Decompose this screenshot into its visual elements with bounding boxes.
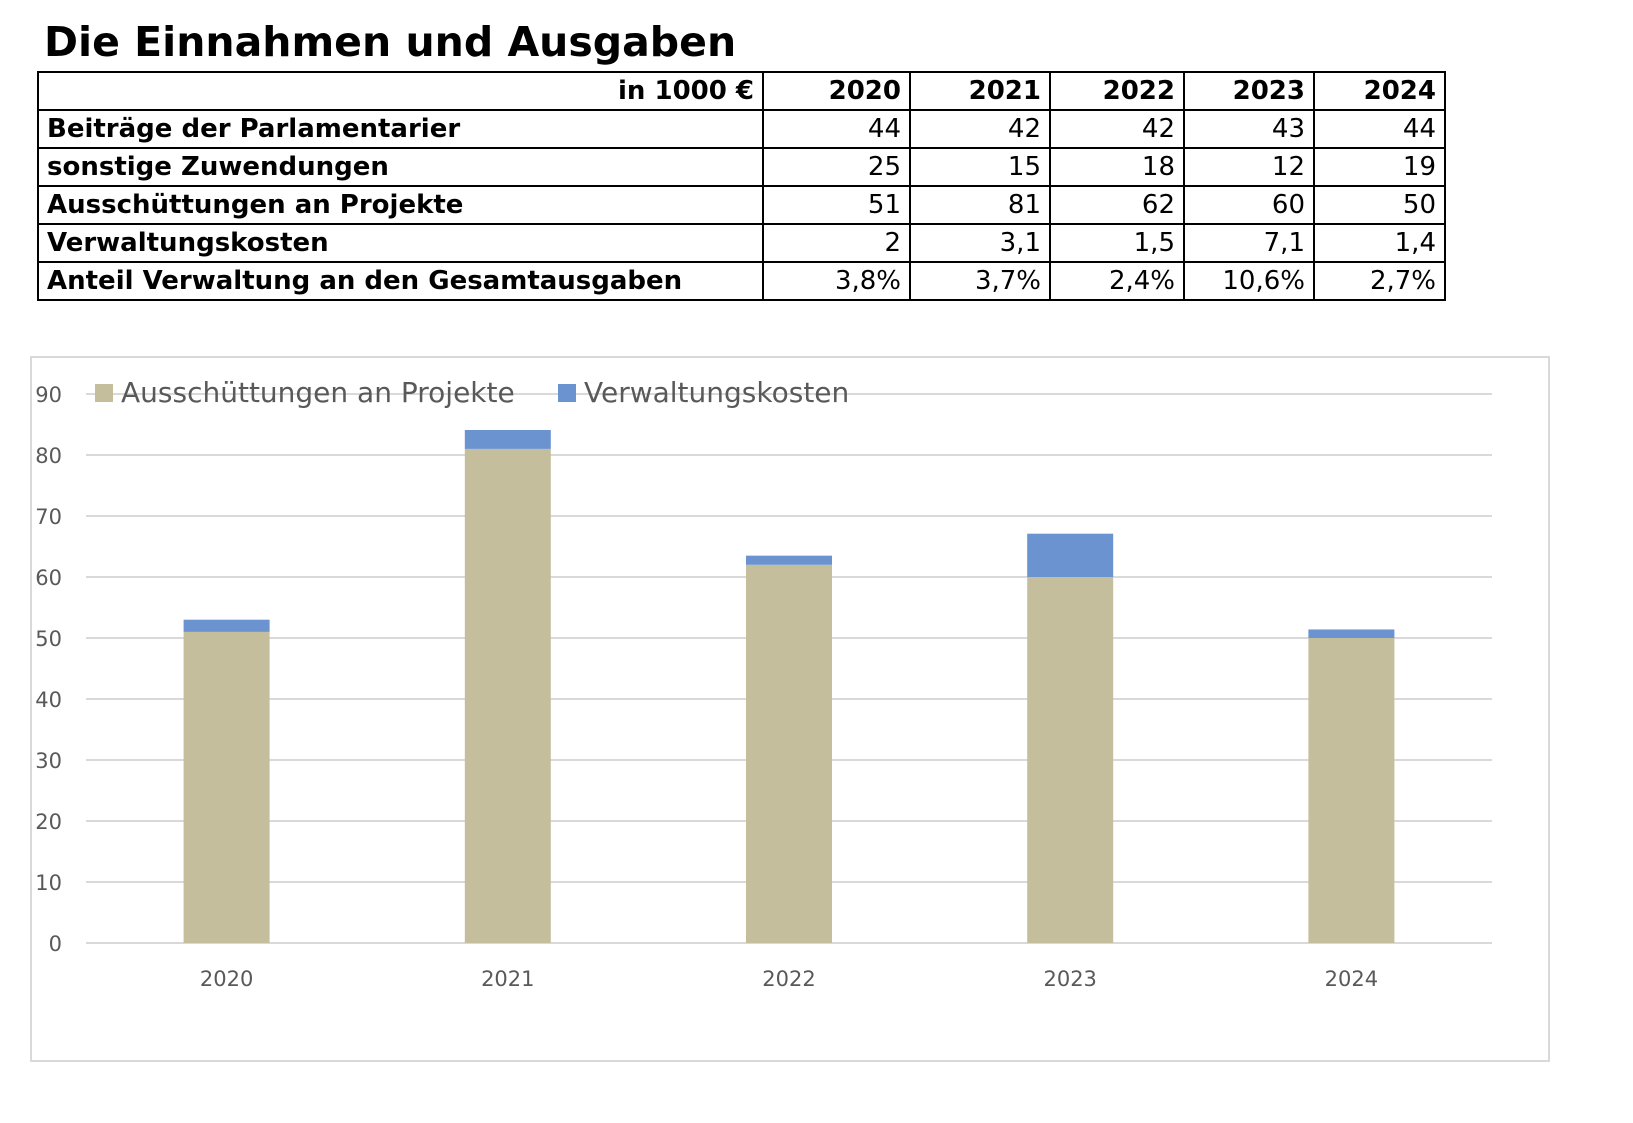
x-tick-label: 2021 bbox=[481, 967, 534, 991]
unit-header: in 1000 € bbox=[37, 71, 764, 111]
table-cell: 18 bbox=[1049, 147, 1185, 187]
y-tick-label: 10 bbox=[35, 871, 62, 895]
legend-swatch bbox=[558, 384, 576, 402]
table-cell: 42 bbox=[1049, 109, 1185, 149]
table-cell: 50 bbox=[1313, 185, 1446, 225]
bar-ausschuettungen bbox=[1027, 577, 1114, 943]
y-tick-label: 40 bbox=[35, 688, 62, 712]
table-header-row: in 1000 € 2020 2021 2022 2023 2024 bbox=[37, 71, 1446, 111]
x-tick-label: 2023 bbox=[1043, 967, 1096, 991]
y-tick-label: 90 bbox=[35, 383, 62, 407]
table-cell: 1,4 bbox=[1313, 223, 1446, 263]
table-cell: 42 bbox=[909, 109, 1051, 149]
chart-container: 0 10 20 30 40 50 60 70 80 90 2020 2021 2022 2023 2024 A… bbox=[30, 356, 1550, 1062]
year-header: 2022 bbox=[1049, 71, 1185, 111]
table-row: Beiträge der Parlamentarier 44 42 42 43 … bbox=[37, 109, 1446, 149]
x-tick-label: 2024 bbox=[1325, 967, 1378, 991]
page-title: Die Einnahmen und Ausgaben bbox=[44, 18, 737, 66]
table-row: Verwaltungskosten 2 3,1 1,5 7,1 1,4 bbox=[37, 223, 1446, 263]
year-header: 2020 bbox=[762, 71, 911, 111]
row-label: sonstige Zuwendungen bbox=[37, 147, 764, 187]
y-tick-label: 0 bbox=[49, 932, 62, 956]
table-cell: 3,7% bbox=[909, 261, 1051, 301]
y-tick-label: 60 bbox=[35, 566, 62, 590]
bar-verwaltungskosten bbox=[464, 429, 551, 449]
table-cell: 1,5 bbox=[1049, 223, 1185, 263]
y-tick-label: 30 bbox=[35, 749, 62, 773]
bar-verwaltungskosten bbox=[1308, 629, 1395, 638]
stacked-bar-chart: 0 10 20 30 40 50 60 70 80 90 2020 2021 2022 2023 2024 A… bbox=[35, 376, 1492, 991]
table-cell: 7,1 bbox=[1183, 223, 1315, 263]
table-cell: 12 bbox=[1183, 147, 1315, 187]
table-cell: 3,8% bbox=[762, 261, 911, 301]
table-cell: 2,7% bbox=[1313, 261, 1446, 301]
table-cell: 19 bbox=[1313, 147, 1446, 187]
legend-swatch bbox=[95, 384, 113, 402]
y-tick-label: 20 bbox=[35, 810, 62, 834]
table-row: Ausschüttungen an Projekte 51 81 62 60 5… bbox=[37, 185, 1446, 225]
table-cell: 10,6% bbox=[1183, 261, 1315, 301]
bar-verwaltungskosten bbox=[1027, 533, 1114, 577]
bar-ausschuettungen bbox=[746, 564, 832, 943]
bar-verwaltungskosten bbox=[746, 555, 832, 565]
table-cell: 62 bbox=[1049, 185, 1185, 225]
table-cell: 81 bbox=[909, 185, 1051, 225]
table-cell: 43 bbox=[1183, 109, 1315, 149]
table-cell: 44 bbox=[762, 109, 911, 149]
bar-ausschuettungen bbox=[1308, 638, 1395, 943]
table-row: Anteil Verwaltung an den Gesamtausgaben … bbox=[37, 261, 1446, 301]
table-cell: 60 bbox=[1183, 185, 1315, 225]
bar-ausschuettungen bbox=[183, 631, 270, 943]
table-cell: 3,1 bbox=[909, 223, 1051, 263]
y-tick-label: 80 bbox=[35, 444, 62, 468]
table-cell: 25 bbox=[762, 147, 911, 187]
legend-label: Verwaltungskosten bbox=[584, 376, 849, 409]
y-tick-label: 50 bbox=[35, 627, 62, 651]
x-tick-label: 2020 bbox=[200, 967, 253, 991]
table-cell: 44 bbox=[1313, 109, 1446, 149]
legend-label: Ausschüttungen an Projekte bbox=[121, 376, 515, 409]
table-cell: 51 bbox=[762, 185, 911, 225]
x-tick-label: 2022 bbox=[762, 967, 815, 991]
table-cell: 2 bbox=[762, 223, 911, 263]
y-tick-label: 70 bbox=[35, 505, 62, 529]
bar-ausschuettungen bbox=[464, 448, 551, 943]
row-label: Verwaltungskosten bbox=[37, 223, 764, 263]
bar-verwaltungskosten bbox=[183, 619, 270, 632]
income-expenses-table: in 1000 € 2020 2021 2022 2023 2024 Beitr… bbox=[37, 71, 1446, 301]
row-label: Anteil Verwaltung an den Gesamtausgaben bbox=[37, 261, 764, 301]
table-row: sonstige Zuwendungen 25 15 18 12 19 bbox=[37, 147, 1446, 187]
table-cell: 2,4% bbox=[1049, 261, 1185, 301]
year-header: 2023 bbox=[1183, 71, 1315, 111]
table-cell: 15 bbox=[909, 147, 1051, 187]
year-header: 2024 bbox=[1313, 71, 1446, 111]
row-label: Beiträge der Parlamentarier bbox=[37, 109, 764, 149]
year-header: 2021 bbox=[909, 71, 1051, 111]
row-label: Ausschüttungen an Projekte bbox=[37, 185, 764, 225]
